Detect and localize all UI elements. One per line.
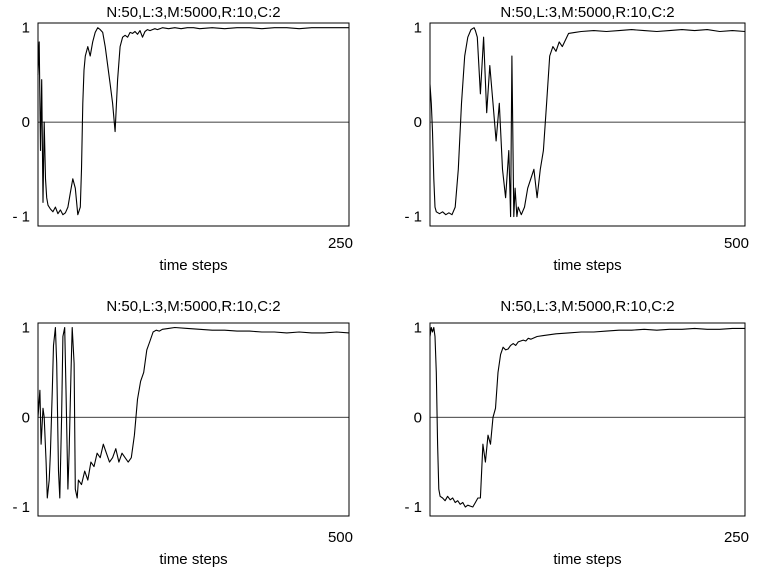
- chart-title: N:50,L:3,M:5000,R:10,C:2: [500, 4, 674, 21]
- x-axis-label: time steps: [553, 257, 621, 274]
- series-line: [429, 27, 746, 218]
- chart-svg: N:50,L:3,M:5000,R:10,C:2 - 1 0 1 250 time ste…: [404, 298, 749, 568]
- y-tick-label: 0: [22, 114, 30, 131]
- chart-panel-bottom-left: N:50,L:3,M:5000,R:10,C:2 - 1 0 1 500 time ste…: [0, 290, 380, 571]
- x-tick-label: 500: [328, 529, 353, 546]
- y-tick-label: - 1: [404, 499, 422, 516]
- plot-frame: [429, 22, 746, 227]
- series-line: [37, 326, 350, 499]
- y-tick-label: 1: [22, 20, 30, 37]
- y-tick-label: 1: [22, 319, 30, 336]
- y-tick-label: 0: [414, 114, 422, 131]
- plot-frame: [37, 322, 350, 517]
- x-tick-label: 250: [328, 235, 353, 252]
- chart-panel-top-right: N:50,L:3,M:5000,R:10,C:2 - 1 0 1 500 time ste…: [383, 0, 763, 285]
- chart-svg: N:50,L:3,M:5000,R:10,C:2 - 1 0 1 500 time ste…: [12, 298, 353, 568]
- y-tick-label: 0: [22, 409, 30, 426]
- chart-svg: N:50,L:3,M:5000,R:10,C:2 - 1 0 1 250 time ste…: [12, 4, 353, 274]
- x-axis-label: time steps: [159, 257, 227, 274]
- chart-panel-top-left: N:50,L:3,M:5000,R:10,C:2 - 1 0 1 250 time ste…: [0, 0, 380, 285]
- chart-panel-bottom-right: N:50,L:3,M:5000,R:10,C:2 - 1 0 1 250 time ste…: [383, 290, 763, 571]
- series-line: [429, 326, 745, 508]
- y-tick-label: 1: [414, 20, 422, 37]
- y-tick-label: - 1: [12, 499, 30, 516]
- chart-title: N:50,L:3,M:5000,R:10,C:2: [106, 4, 280, 21]
- y-tick-label: 1: [414, 319, 422, 336]
- plot-frame: [37, 22, 350, 227]
- chart-title: N:50,L:3,M:5000,R:10,C:2: [106, 298, 280, 315]
- chart-title: N:50,L:3,M:5000,R:10,C:2: [500, 298, 674, 315]
- plot-frame: [429, 322, 746, 517]
- y-tick-label: - 1: [404, 209, 422, 226]
- series-line: [37, 27, 349, 216]
- x-tick-label: 500: [724, 235, 749, 252]
- chart-svg: N:50,L:3,M:5000,R:10,C:2 - 1 0 1 500 time ste…: [404, 4, 749, 274]
- y-tick-label: - 1: [12, 209, 30, 226]
- x-tick-label: 250: [724, 529, 749, 546]
- x-axis-label: time steps: [553, 551, 621, 568]
- x-axis-label: time steps: [159, 551, 227, 568]
- y-tick-label: 0: [414, 409, 422, 426]
